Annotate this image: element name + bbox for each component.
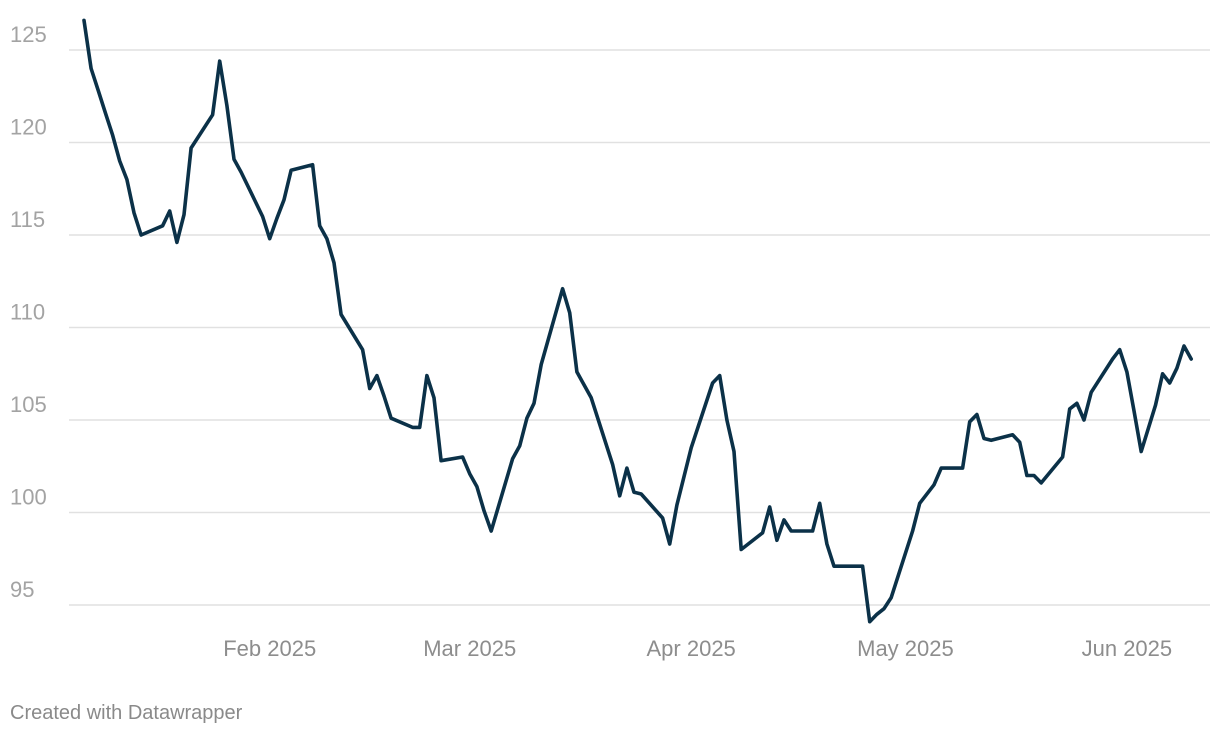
y-axis-tick-labels: 95 100 105 110 115 120 125 (10, 22, 47, 602)
y-tick-label: 125 (10, 22, 47, 47)
x-axis-tick-labels: Feb 2025 Mar 2025 Apr 2025 May 2025 Jun 2025 (223, 636, 1172, 661)
y-tick-label: 115 (10, 207, 45, 232)
y-tick-label: 100 (10, 485, 47, 510)
y-tick-label: 110 (10, 300, 45, 325)
x-tick-label: Apr 2025 (647, 636, 736, 661)
x-tick-label: Feb 2025 (223, 636, 316, 661)
y-tick-label: 120 (10, 115, 47, 140)
x-tick-label: May 2025 (857, 636, 954, 661)
series-layer (82, 18, 1193, 624)
y-tick-label: 105 (10, 392, 47, 417)
x-tick-label: Mar 2025 (423, 636, 516, 661)
y-tick-label: 95 (10, 577, 34, 602)
gridlines (69, 49, 1210, 606)
x-tick-label: Jun 2025 (1082, 636, 1173, 661)
series-line-0 (82, 18, 1193, 624)
line-chart: 95 100 105 110 115 120 125 Feb 2025 Mar 2025 Apr… (10, 18, 1210, 661)
footer-credit: Created with Datawrapper (10, 702, 243, 724)
